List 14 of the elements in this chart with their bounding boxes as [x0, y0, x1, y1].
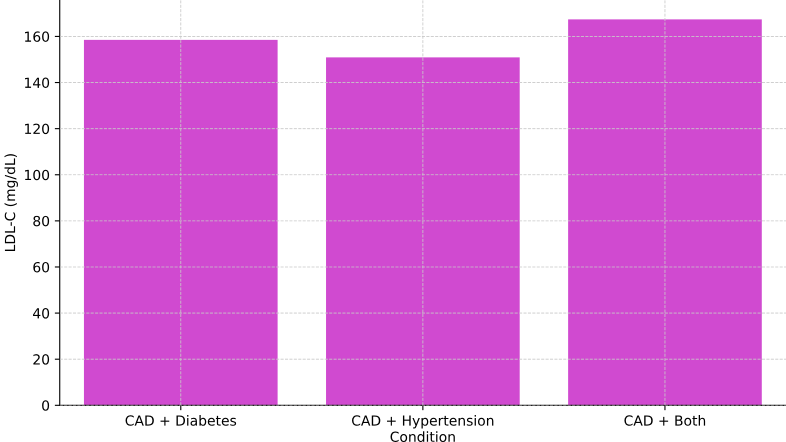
y-tick-label: 40 — [33, 308, 50, 319]
y-tick-label: 80 — [33, 216, 50, 226]
y-axis-title: LDL-C (mg/dL) — [4, 154, 18, 252]
y-tick-label: 100 — [25, 170, 50, 180]
y-tick-label: 140 — [25, 78, 50, 88]
x-tick-label: CAD + Both — [624, 415, 706, 426]
x-axis-title: Condition — [390, 431, 455, 442]
y-tick-label: 20 — [33, 354, 50, 365]
x-tick-label: CAD + Hypertension — [352, 415, 494, 428]
x-tick-label: CAD + Diabetes — [126, 415, 236, 426]
y-tick-label: 60 — [33, 262, 50, 272]
y-tick-label: 120 — [25, 124, 50, 134]
y-tick-label: 160 — [25, 31, 50, 42]
y-tick-label: 0 — [42, 400, 50, 411]
